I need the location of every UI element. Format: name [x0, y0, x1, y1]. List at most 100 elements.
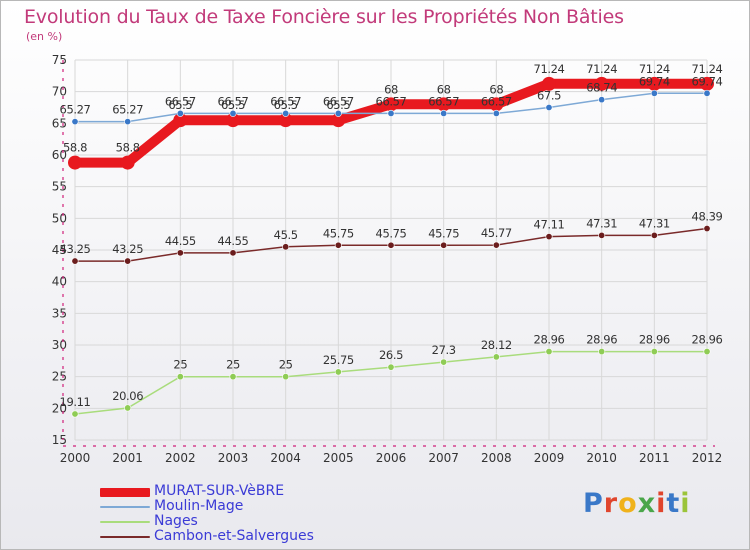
- data-point: [282, 243, 290, 251]
- y-tick-label: 75: [52, 53, 67, 67]
- data-label: 48.39: [692, 210, 723, 224]
- data-label: 28.12: [481, 338, 512, 352]
- data-point: [594, 76, 609, 91]
- series-moulin-mage: 65.27 65.27 66.57 66.57 66.57 66.57 66.57 66.57…: [60, 74, 723, 126]
- data-point: [334, 368, 342, 376]
- data-point: [387, 363, 395, 371]
- logo-letter: P: [583, 488, 604, 519]
- data-label: 44.55: [165, 234, 196, 248]
- data-point: [176, 249, 184, 257]
- data-label: 66.57: [376, 94, 407, 108]
- data-label: 44.55: [218, 234, 249, 248]
- y-tick-label: 40: [52, 275, 67, 289]
- data-point: [71, 118, 79, 126]
- data-point: [545, 348, 553, 356]
- legend-swatch: [100, 487, 150, 497]
- data-label: 65.27: [60, 103, 91, 117]
- data-label: 65.5: [326, 98, 350, 112]
- data-label: 28.96: [586, 333, 617, 347]
- data-point: [71, 410, 79, 418]
- data-point: [492, 353, 500, 361]
- data-point: [440, 109, 448, 117]
- y-tick-label: 70: [52, 85, 67, 99]
- logo-letter: r: [603, 488, 619, 519]
- data-label: 25: [279, 358, 293, 372]
- data-label: 65.5: [221, 98, 245, 112]
- data-point: [68, 155, 82, 170]
- x-tick-label: 2009: [534, 451, 565, 465]
- data-point: [176, 373, 184, 381]
- legend-label: Moulin-Mage: [154, 498, 244, 514]
- chart-subtitle: (en %): [26, 30, 63, 43]
- data-label: 68: [384, 82, 398, 96]
- x-tick-label: 2002: [165, 451, 196, 465]
- logo-letter: o: [618, 488, 638, 519]
- data-label: 47.31: [586, 216, 617, 230]
- y-tick-label: 35: [52, 306, 67, 320]
- data-label: 28.96: [534, 333, 565, 347]
- series-cambon-et-salvergues: 43.25 43.25 44.55 44.55 45.5 45.75 45.75 45.75 4…: [60, 210, 723, 265]
- proxiti-logo: Proxiti: [583, 488, 691, 519]
- x-tick-label: 2006: [376, 451, 407, 465]
- data-point: [229, 109, 237, 117]
- data-label: 45.75: [323, 226, 354, 240]
- data-point: [124, 404, 132, 412]
- data-point: [176, 109, 184, 117]
- data-label: 69.74: [692, 74, 723, 88]
- data-point: [545, 104, 553, 112]
- data-point: [71, 257, 79, 265]
- legend-label: Nages: [154, 513, 198, 529]
- y-tick-label: 25: [52, 370, 67, 384]
- data-label: 67.5: [537, 89, 561, 103]
- data-point: [229, 373, 237, 381]
- data-label: 25.75: [323, 353, 354, 367]
- data-point: [334, 241, 342, 249]
- data-point: [387, 241, 395, 249]
- x-tick-label: 2005: [323, 451, 354, 465]
- data-point: [440, 358, 448, 366]
- data-point: [387, 109, 395, 117]
- data-label: 71.24: [586, 62, 617, 76]
- data-label: 43.25: [112, 242, 143, 256]
- data-label: 66.57: [428, 94, 459, 108]
- data-label: 25: [226, 358, 240, 372]
- data-label: 69.74: [639, 74, 670, 88]
- x-tick-label: 2000: [60, 451, 91, 465]
- data-point: [703, 225, 711, 233]
- data-point: [226, 113, 240, 128]
- data-label: 71.24: [639, 62, 670, 76]
- data-label: 58.8: [63, 141, 87, 155]
- data-label: 66.57: [481, 94, 512, 108]
- data-point: [703, 89, 711, 97]
- data-point: [598, 348, 606, 356]
- data-label: 71.24: [534, 62, 565, 76]
- y-tick-label: 15: [52, 433, 67, 447]
- x-tick-label: 2007: [428, 451, 459, 465]
- data-label: 45.5: [274, 228, 298, 242]
- data-label: 20.06: [112, 389, 143, 403]
- data-point: [124, 118, 132, 126]
- data-label: 45.77: [481, 226, 512, 240]
- x-tick-label: 2004: [270, 451, 301, 465]
- data-point: [436, 97, 451, 112]
- data-label: 25: [173, 358, 187, 372]
- legend-swatch: [100, 536, 150, 538]
- data-point: [278, 113, 293, 128]
- chart-title: Evolution du Taux de Taxe Foncière sur l…: [24, 6, 624, 28]
- x-tick-label: 2012: [692, 451, 723, 465]
- logo-letter: i: [680, 488, 691, 519]
- data-point: [120, 155, 135, 170]
- data-point: [647, 76, 662, 91]
- data-point: [229, 249, 237, 257]
- data-point: [384, 97, 398, 112]
- data-point: [282, 373, 290, 381]
- data-label: 58.8: [116, 141, 140, 155]
- data-point: [545, 233, 553, 241]
- data-label: 65.5: [274, 98, 298, 112]
- logo-letter: t: [666, 488, 681, 519]
- data-label: 47.31: [639, 216, 670, 230]
- data-label: 68: [437, 82, 451, 96]
- data-point: [173, 113, 188, 128]
- data-label: 26.5: [379, 348, 403, 362]
- data-label: 66.57: [165, 94, 196, 108]
